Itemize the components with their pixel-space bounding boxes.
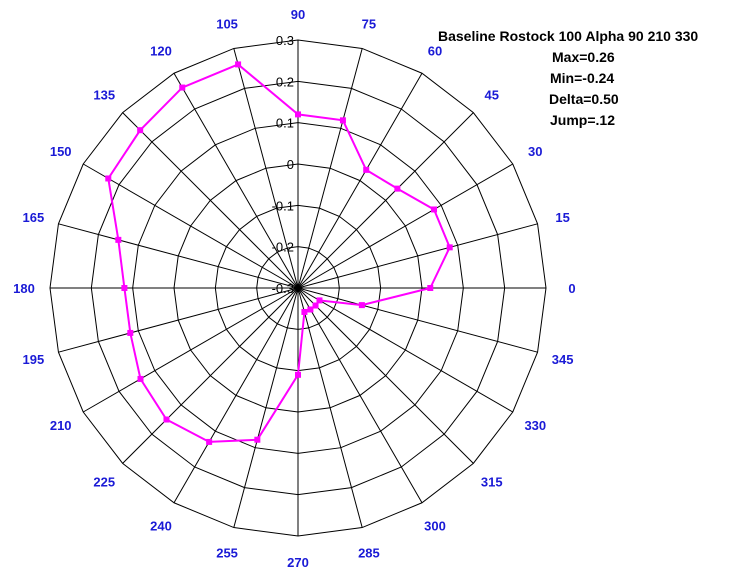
stat-min: Min=-0.24 <box>550 70 615 86</box>
grid-spoke <box>297 223 538 289</box>
data-point <box>339 117 346 124</box>
radial-tick-label: 0.1 <box>276 116 294 131</box>
angle-tick-label: 165 <box>22 210 44 225</box>
grid-spoke <box>58 223 299 289</box>
stat-max: Max=0.26 <box>552 49 615 65</box>
angle-tick-label: 315 <box>481 475 503 490</box>
data-point <box>179 84 186 91</box>
data-point <box>137 375 144 382</box>
grid-spokes <box>50 40 546 536</box>
angle-tick-label: 300 <box>424 518 446 533</box>
grid-spoke <box>297 287 363 528</box>
data-point <box>427 285 434 291</box>
data-point <box>235 61 242 68</box>
angle-tick-label: 45 <box>485 87 499 102</box>
angle-tick-label: 150 <box>50 144 72 159</box>
grid-spoke <box>122 112 299 289</box>
radial-tick-label: -0.1 <box>272 198 294 213</box>
data-point <box>295 371 301 378</box>
angle-tick-label: 180 <box>13 281 35 296</box>
angle-tick-label: 255 <box>216 546 238 561</box>
angle-tick-label: 240 <box>150 518 172 533</box>
radial-tick-label: 0 <box>287 157 294 172</box>
grid-spoke <box>173 72 299 289</box>
radial-tick-label: 0.2 <box>276 74 294 89</box>
data-point <box>121 285 128 291</box>
angle-tick-label: 0 <box>568 281 575 296</box>
radial-tick-label: -0.2 <box>272 240 294 255</box>
grid-spoke <box>82 163 299 289</box>
angle-tick-label: 120 <box>150 44 172 59</box>
data-point <box>394 185 401 192</box>
data-point <box>105 175 112 182</box>
data-point <box>295 111 301 118</box>
angle-tick-label: 60 <box>428 44 442 59</box>
angle-tick-label: 225 <box>93 475 115 490</box>
data-point <box>115 236 122 243</box>
angle-labels: 0 15 30 45 60 75 90 105 120 135 150 165 180 195 210 225… <box>13 7 575 570</box>
data-point <box>358 302 365 309</box>
grid-spoke <box>297 287 514 413</box>
angle-tick-label: 30 <box>528 144 542 159</box>
data-point <box>206 438 213 445</box>
radial-labels: -0.3 -0.2 -0.1 0 0.1 0.2 0.3 <box>272 33 294 296</box>
angle-tick-label: 90 <box>291 7 305 22</box>
angle-tick-label: 210 <box>50 418 72 433</box>
data-point <box>363 166 370 173</box>
angle-tick-label: 285 <box>358 546 380 561</box>
stat-delta: Delta=0.50 <box>549 91 619 107</box>
chart-info: Baseline Rostock 100 Alpha 90 210 330 Ma… <box>438 26 698 131</box>
grid-spoke <box>233 287 299 528</box>
data-series <box>105 61 453 445</box>
data-point <box>312 302 319 309</box>
grid-spoke <box>82 287 299 413</box>
angle-tick-label: 345 <box>552 352 574 367</box>
data-point <box>301 308 308 315</box>
data-point <box>163 416 170 423</box>
grid-spoke <box>297 287 538 353</box>
radial-tick-label: -0.3 <box>272 281 294 296</box>
grid-spoke <box>297 287 423 504</box>
grid-spoke <box>297 48 363 289</box>
angle-tick-label: 105 <box>216 16 238 31</box>
data-point <box>307 306 314 313</box>
radial-tick-label: 0.3 <box>276 33 294 48</box>
grid-spoke <box>122 287 299 464</box>
grid-spoke <box>297 72 423 289</box>
grid-spoke <box>58 287 299 353</box>
angle-tick-label: 75 <box>362 16 376 31</box>
grid-spoke <box>173 287 299 504</box>
grid-spoke <box>297 112 474 289</box>
stat-jump: Jump=.12 <box>550 112 615 128</box>
data-point <box>431 206 438 213</box>
data-point <box>446 244 453 251</box>
angle-tick-label: 15 <box>555 210 569 225</box>
angle-tick-label: 330 <box>524 418 546 433</box>
grid-spoke <box>297 287 474 464</box>
angle-tick-label: 135 <box>93 87 115 102</box>
angle-tick-label: 195 <box>22 352 44 367</box>
data-point <box>127 329 134 336</box>
data-point <box>137 127 144 134</box>
data-point <box>254 436 261 443</box>
angle-tick-label: 270 <box>287 555 309 570</box>
chart-title: Baseline Rostock 100 Alpha 90 210 330 <box>438 28 699 44</box>
grid-spoke <box>297 163 514 289</box>
grid-spoke <box>233 48 299 289</box>
data-point <box>316 297 323 304</box>
